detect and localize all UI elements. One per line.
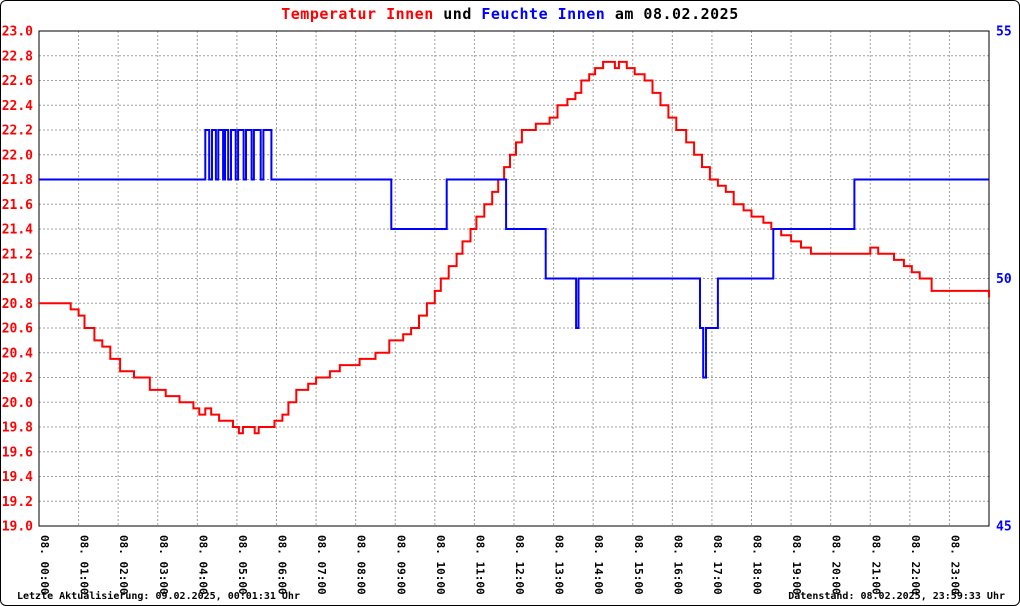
last-update-text: Letzte Aktualisierung: 09.02.2025, 00:01… [17, 591, 300, 602]
x-axis-label: 08. 20:00 [830, 535, 843, 595]
y-axis-right-label: 50 [996, 272, 1012, 287]
x-axis-label: 08. 09:00 [394, 535, 407, 595]
y-axis-left-label: 22.0 [2, 148, 33, 163]
y-axis-left-label: 19.8 [2, 421, 33, 436]
y-axis-left-label: 22.8 [2, 49, 33, 64]
y-axis-left-label: 20.6 [2, 322, 33, 337]
humidity-line [39, 129, 989, 379]
x-axis-label: 08. 14:00 [592, 535, 605, 595]
y-axis-right-label: 55 [996, 25, 1012, 40]
y-axis-left-label: 19.4 [2, 470, 33, 485]
x-axis-label: 08. 00:00 [38, 535, 51, 595]
data-state-text: Datenstand: 08.02.2025, 23:59:33 Uhr [788, 591, 1005, 602]
x-axis-label: 08. 18:00 [751, 535, 764, 595]
x-axis-label: 08. 15:00 [632, 535, 645, 595]
title-date: am 08.02.2025 [605, 5, 739, 23]
title-temperature-label: Temperatur Innen [281, 5, 434, 23]
x-axis-label: 08. 22:00 [909, 535, 922, 595]
y-axis-left-label: 22.2 [2, 124, 33, 139]
x-axis-label: 08. 17:00 [711, 535, 724, 595]
x-axis-label: 08. 13:00 [553, 535, 566, 595]
x-axis-label: 08. 16:00 [671, 535, 684, 595]
x-axis-label: 08. 19:00 [790, 535, 803, 595]
y-axis-left-label: 21.4 [2, 223, 33, 238]
y-axis-left-label: 21.8 [2, 173, 33, 188]
y-axis-left-label: 21.0 [2, 272, 33, 287]
chart-title: Temperatur Innen und Feuchte Innen am 08… [1, 5, 1019, 23]
y-axis-left-label: 19.0 [2, 520, 33, 535]
grid [39, 31, 989, 526]
x-axis-label: 08. 10:00 [434, 535, 447, 595]
x-axis-label: 08. 02:00 [117, 535, 130, 595]
title-humidity-label: Feuchte Innen [481, 5, 606, 23]
y-axis-right-label: 45 [996, 520, 1012, 535]
y-axis-left-label: 21.2 [2, 247, 33, 262]
y-axis-left-label: 22.6 [2, 74, 33, 89]
x-axis-label: 08. 23:00 [948, 535, 961, 595]
x-axis-label: 08. 21:00 [869, 535, 882, 595]
x-axis-label: 08. 04:00 [196, 535, 209, 595]
y-axis-left-label: 19.6 [2, 445, 33, 460]
x-axis-label: 08. 03:00 [157, 535, 170, 595]
y-axis-left-label: 19.2 [2, 495, 33, 510]
plot-border [38, 30, 990, 527]
y-axis-left-label: 20.4 [2, 346, 33, 361]
y-axis-left-label: 20.8 [2, 297, 33, 312]
y-axis-right-labels: 55 50 45 [996, 25, 1012, 535]
y-axis-left-label: 21.6 [2, 198, 33, 213]
x-axis-label: 08. 01:00 [78, 535, 91, 595]
x-axis-label: 08. 08:00 [355, 535, 368, 595]
y-axis-left-label: 22.4 [2, 99, 33, 114]
title-und: und [433, 5, 482, 23]
x-axis-label: 08. 12:00 [513, 535, 526, 595]
y-axis-left-labels: 19.0 19.2 19.4 19.6 19.8 20.0 20.2 20.4 20.6 20.8… [2, 25, 33, 535]
x-axis-label: 08. 07:00 [315, 535, 328, 595]
x-axis-labels: 08. 00:00 08. 01:00 08. 02:00 08. 03:00 08. … [38, 535, 961, 595]
x-axis-label: 08. 11:00 [473, 535, 486, 595]
y-axis-left-label: 20.2 [2, 371, 33, 386]
x-axis-label: 08. 06:00 [276, 535, 289, 595]
y-axis-left-label: 23.0 [2, 25, 33, 40]
y-axis-left-label: 20.0 [2, 396, 33, 411]
x-axis-label: 08. 05:00 [236, 535, 249, 595]
